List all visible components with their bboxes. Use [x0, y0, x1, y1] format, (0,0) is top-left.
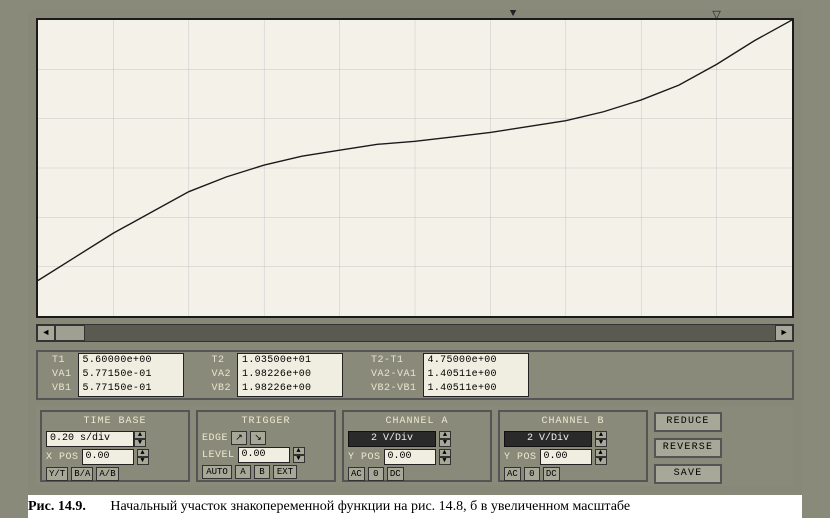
spin-up-icon[interactable]: ▲ [293, 447, 305, 455]
mode-yt-button[interactable]: Y/T [46, 467, 68, 481]
readout-value: 1.03500e+01 [242, 354, 338, 368]
readout-label: VA2 [212, 368, 232, 382]
trigger-src-a-button[interactable]: A [235, 465, 251, 479]
panel-title: TIME BASE [46, 415, 184, 429]
readout-label: T1 [52, 354, 72, 368]
readout-value: 1.40511e+00 [428, 368, 524, 382]
readout-label: VB1 [52, 382, 72, 396]
spin-down-icon[interactable]: ▼ [293, 455, 305, 463]
panel-title: TRIGGER [202, 415, 330, 429]
spin-down-icon[interactable]: ▼ [439, 457, 451, 465]
readout-value: 5.77150e-01 [83, 368, 179, 382]
timebase-scale-spinbox[interactable]: 0.20 s/div ▲▼ [46, 431, 146, 447]
coupling-ac-button[interactable]: AC [348, 467, 365, 481]
xpos-value[interactable]: 0.00 [82, 449, 134, 465]
channel-b-ypos[interactable]: 0.00 [540, 449, 592, 465]
plot-svg [38, 20, 792, 316]
time-scrollbar[interactable]: ◄ ► [36, 324, 794, 342]
trigger-src-b-button[interactable]: B [254, 465, 270, 479]
control-panels: TIME BASE 0.20 s/div ▲▼ X POS 0.00 ▲▼ Y/… [36, 406, 794, 486]
mode-ab-button[interactable]: A/B [96, 467, 118, 481]
trigger-panel: TRIGGER EDGE ↗ ↘ LEVEL 0.00 ▲▼ AUTO A B … [196, 410, 336, 482]
spin-down-icon[interactable]: ▼ [595, 439, 607, 447]
edge-falling-button[interactable]: ↘ [250, 431, 266, 445]
readout-block-t2: T2 VA2 VB2 1.03500e+01 1.98226e+00 1.982… [212, 353, 344, 397]
readout-value: 5.60000e+00 [83, 354, 179, 368]
save-button[interactable]: SAVE [654, 464, 722, 484]
time-base-panel: TIME BASE 0.20 s/div ▲▼ X POS 0.00 ▲▼ Y/… [40, 410, 190, 482]
figure-caption: Рис. 14.9. Начальный участок знакопереме… [28, 495, 802, 519]
readout-value: 5.77150e-01 [83, 382, 179, 396]
scroll-thumb[interactable] [55, 325, 85, 341]
side-buttons-column: REDUCE REVERSE SAVE [654, 410, 722, 482]
scope-frame: ▼▽ ◄ ► T1 VA1 VB1 5.60000e+00 5.77150e-0… [28, 10, 802, 510]
ypos-label: Y POS [348, 452, 381, 463]
scroll-left-button[interactable]: ◄ [37, 325, 55, 341]
channel-b-panel: CHANNEL B 2 V/Div ▲▼ Y POS 0.00 ▲▼ AC 0 … [498, 410, 648, 482]
readout-label: VA1 [52, 368, 72, 382]
readout-block-delta: T2-T1 VA2-VA1 VB2-VB1 4.75000e+00 1.4051… [371, 353, 529, 397]
waveform-plot: ▼▽ [36, 18, 794, 318]
panel-title: CHANNEL A [348, 415, 486, 429]
coupling-dc-button[interactable]: DC [387, 467, 404, 481]
channel-a-ypos[interactable]: 0.00 [384, 449, 436, 465]
readout-label: VB2 [212, 382, 232, 396]
spin-down-icon[interactable]: ▼ [595, 457, 607, 465]
readout-value: 1.98226e+00 [242, 368, 338, 382]
cursor-readouts: T1 VA1 VB1 5.60000e+00 5.77150e-01 5.771… [36, 350, 794, 400]
caption-prefix: Рис. 14.9. [28, 499, 86, 514]
reduce-button[interactable]: REDUCE [654, 412, 722, 432]
coupling-0-button[interactable]: 0 [368, 467, 384, 481]
readout-value: 1.40511e+00 [428, 382, 524, 396]
trigger-auto-button[interactable]: AUTO [202, 465, 232, 479]
mode-ba-button[interactable]: B/A [71, 467, 93, 481]
spin-up-icon[interactable]: ▲ [134, 431, 146, 439]
spin-down-icon[interactable]: ▼ [137, 457, 149, 465]
spin-down-icon[interactable]: ▼ [134, 439, 146, 447]
cursor-marker-icon[interactable]: ▼ [510, 8, 517, 20]
edge-rising-button[interactable]: ↗ [231, 431, 247, 445]
edge-label: EDGE [202, 433, 228, 444]
spin-up-icon[interactable]: ▲ [439, 431, 451, 439]
readout-label: VA2-VA1 [371, 368, 417, 382]
trigger-src-ext-button[interactable]: EXT [273, 465, 297, 479]
readout-label: VB2-VB1 [371, 382, 417, 396]
reverse-button[interactable]: REVERSE [654, 438, 722, 458]
coupling-0-button[interactable]: 0 [524, 467, 540, 481]
timebase-scale-value: 0.20 s/div [46, 431, 134, 447]
oscilloscope-window: ▼▽ ◄ ► T1 VA1 VB1 5.60000e+00 5.77150e-0… [0, 0, 830, 518]
channel-b-scale[interactable]: 2 V/Div [504, 431, 592, 447]
spin-up-icon[interactable]: ▲ [595, 431, 607, 439]
level-label: LEVEL [202, 450, 235, 461]
readout-label: T2 [212, 354, 232, 368]
scroll-track[interactable] [55, 325, 775, 341]
xpos-label: X POS [46, 452, 79, 463]
readout-value: 1.98226e+00 [242, 382, 338, 396]
spin-up-icon[interactable]: ▲ [137, 449, 149, 457]
readout-block-t1: T1 VA1 VB1 5.60000e+00 5.77150e-01 5.771… [52, 353, 184, 397]
readout-label: T2-T1 [371, 354, 417, 368]
readout-value: 4.75000e+00 [428, 354, 524, 368]
spin-up-icon[interactable]: ▲ [439, 449, 451, 457]
channel-a-scale[interactable]: 2 V/Div [348, 431, 436, 447]
coupling-ac-button[interactable]: AC [504, 467, 521, 481]
cursor-marker-icon[interactable]: ▽ [712, 8, 720, 22]
scroll-right-button[interactable]: ► [775, 325, 793, 341]
ypos-label: Y POS [504, 452, 537, 463]
spin-up-icon[interactable]: ▲ [595, 449, 607, 457]
spin-down-icon[interactable]: ▼ [439, 439, 451, 447]
trigger-level-value[interactable]: 0.00 [238, 447, 290, 463]
channel-a-panel: CHANNEL A 2 V/Div ▲▼ Y POS 0.00 ▲▼ AC 0 … [342, 410, 492, 482]
coupling-dc-button[interactable]: DC [543, 467, 560, 481]
panel-title: CHANNEL B [504, 415, 642, 429]
caption-text: Начальный участок знакопеременной функци… [110, 499, 630, 514]
